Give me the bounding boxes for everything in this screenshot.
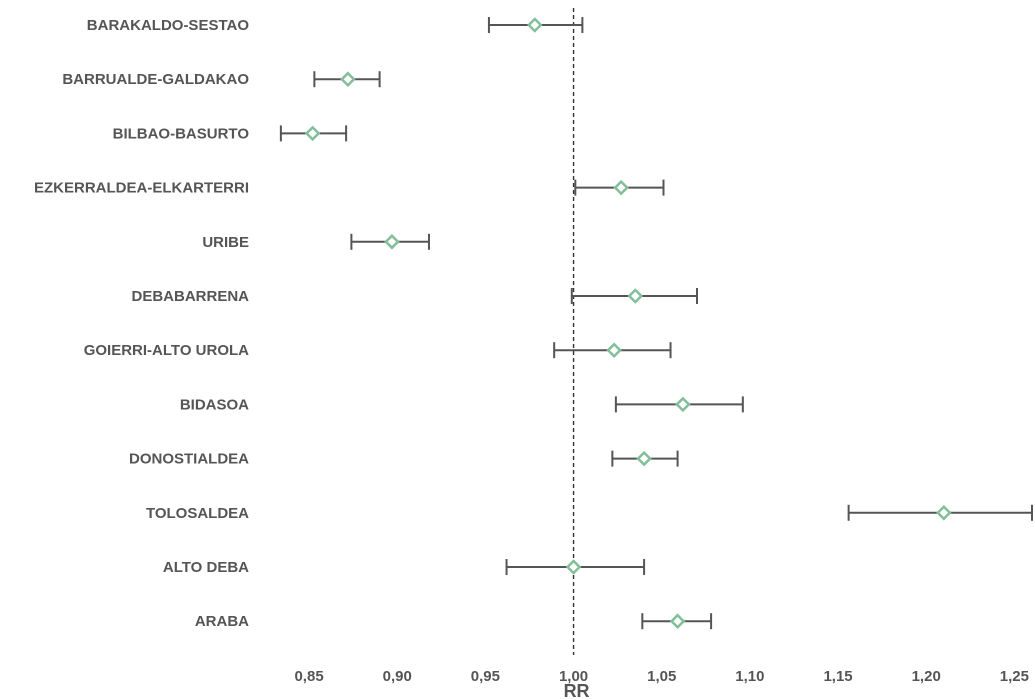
category-label: ARABA <box>195 613 249 630</box>
category-label: GOIERRI-ALTO UROLA <box>84 342 249 359</box>
x-tick-label: 1,20 <box>912 668 941 685</box>
category-label: TOLOSALDEA <box>146 505 249 522</box>
category-labels: BARAKALDO-SESTAO BARRUALDE-GALDAKAO BILBAO… <box>34 17 249 630</box>
category-label: EZKERRALDEA-ELKARTERRI <box>34 180 249 197</box>
category-label: BILBAO-BASURTO <box>113 125 250 142</box>
category-label: URIBE <box>202 234 249 251</box>
x-axis-ticks: 0,85 0,90 0,95 1,00 1,05 1,10 1,15 1,20 1,25 <box>294 668 1028 685</box>
error-bars <box>279 17 1033 630</box>
estimate-marker <box>340 71 356 87</box>
x-axis-title: RR <box>564 681 590 700</box>
x-tick-label: 0,85 <box>294 668 323 685</box>
estimate-marker <box>675 396 691 413</box>
category-label: BARRUALDE-GALDAKAO <box>62 71 249 88</box>
category-label: DONOSTIALDEA <box>129 451 249 468</box>
category-label: ALTO DEBA <box>163 559 249 576</box>
x-tick-label: 1,15 <box>823 668 852 685</box>
category-label: BIDASOA <box>180 396 249 413</box>
x-tick-label: 0,95 <box>471 668 500 685</box>
estimate-marker <box>636 450 652 467</box>
x-tick-label: 1,05 <box>647 668 676 685</box>
estimate-marker <box>936 505 952 521</box>
point-markers <box>304 17 952 629</box>
x-tick-label: 1,10 <box>735 668 764 685</box>
category-label: BARAKALDO-SESTAO <box>87 17 250 34</box>
x-tick-label: 1,00 <box>559 668 588 685</box>
estimate-marker <box>669 613 686 629</box>
x-tick-label: 0,90 <box>383 668 412 685</box>
estimate-marker <box>384 234 400 250</box>
x-tick-label: 1,25 <box>1000 668 1029 685</box>
estimate-marker <box>627 288 644 304</box>
estimate-marker <box>606 342 622 358</box>
estimate-marker <box>613 179 629 196</box>
estimate-marker <box>527 17 543 33</box>
category-label: DEBABARRENA <box>131 288 249 305</box>
estimate-marker <box>304 125 321 142</box>
estimate-marker <box>565 559 582 575</box>
